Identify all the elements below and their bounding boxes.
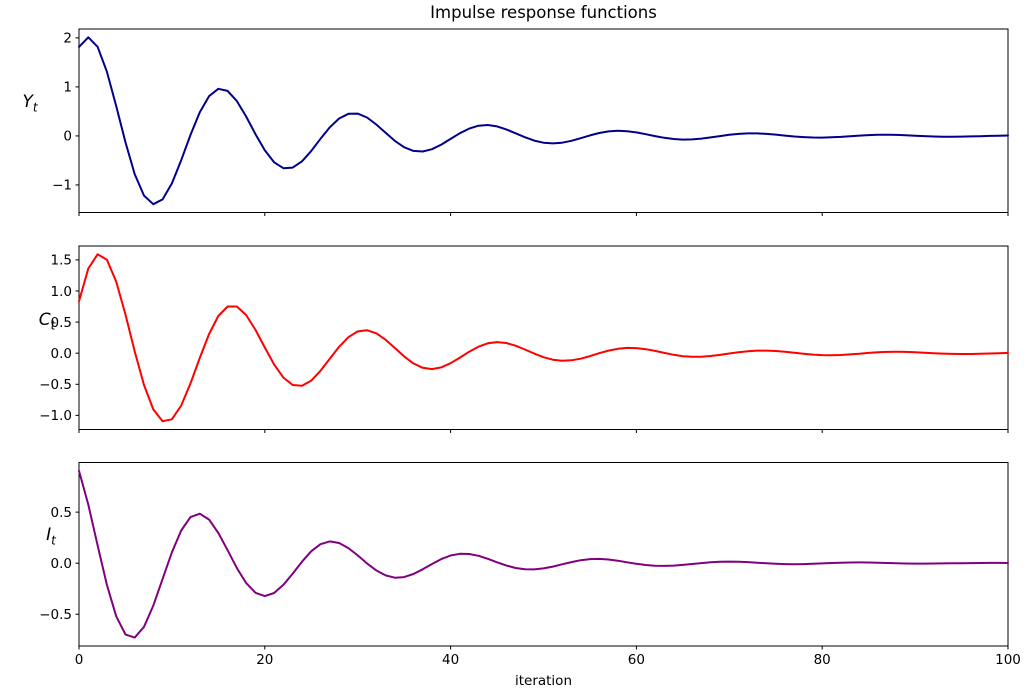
- y-axis-label-It-base: I: [46, 525, 52, 545]
- y-tick-label-Ct: 0.0: [51, 346, 72, 362]
- y-axis-label-Ct-base: C: [38, 310, 51, 330]
- x-tick-label: 100: [995, 652, 1021, 668]
- y-axis-label-Ct-sub: t: [50, 318, 56, 333]
- axes-frame-Ct: [78, 245, 1009, 430]
- x-tick-label: 0: [75, 652, 84, 668]
- x-tick-label: 40: [442, 652, 459, 668]
- y-tick-label-Ct: −0.5: [39, 377, 72, 393]
- y-axis-label-Yt-sub: t: [32, 100, 38, 115]
- subplot-Ct: −1.0 −0.5 0.0 0.5 1.0 1.5: [39, 245, 1009, 433]
- y-tick-label-Ct: 1.5: [51, 253, 72, 269]
- chart-title: Impulse response functions: [430, 3, 657, 22]
- axes-frame-It: [78, 462, 1009, 647]
- y-axis-label-Ct: Ct: [23, 309, 71, 334]
- y-tick-label-It: 0.0: [51, 556, 72, 572]
- y-tick-label-It: −0.5: [39, 607, 72, 623]
- y-tick-label-Yt: −1: [52, 178, 72, 194]
- y-axis-label-Yt: Yt: [6, 91, 54, 116]
- x-tick-label: 80: [814, 652, 831, 668]
- x-tick-label: 60: [628, 652, 645, 668]
- y-tick-label-Ct: 1.0: [51, 284, 72, 300]
- subplot-Yt: −1 0 1 2: [52, 28, 1009, 216]
- y-tick-label-Yt: 2: [63, 31, 72, 47]
- subplot-It: −0.5 0.0 0.5 0 20 40 60 80 100: [39, 462, 1021, 668]
- irf-line-Yt: [78, 36, 1009, 206]
- irf-line-Ct: [78, 253, 1009, 423]
- y-tick-label-It: 0.5: [51, 505, 72, 521]
- y-axis-label-Yt-base: Y: [22, 92, 33, 112]
- irf-line-It: [78, 469, 1009, 639]
- y-axis-label-It-sub: t: [51, 533, 56, 548]
- y-tick-label-Ct: 0.5: [51, 315, 72, 331]
- x-tick-label: 20: [256, 652, 273, 668]
- axes-frame-Yt: [78, 28, 1009, 213]
- y-tick-label-Yt: 1: [63, 80, 72, 96]
- y-axis-label-It: It: [27, 524, 75, 549]
- y-tick-label-Yt: 0: [63, 129, 72, 145]
- x-axis-label: iteration: [514, 673, 573, 689]
- y-tick-label-Ct: −1.0: [39, 408, 72, 424]
